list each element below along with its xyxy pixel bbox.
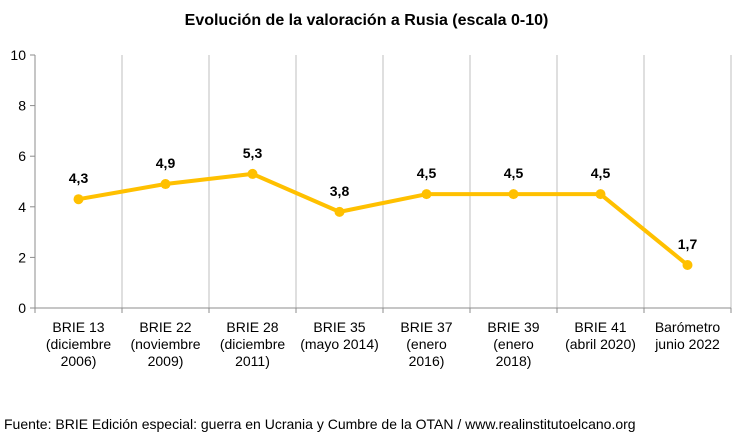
y-tick-label: 0 [18, 300, 26, 316]
y-tick-label: 10 [10, 47, 26, 63]
line-chart: 0 2 4 6 8 10 BRIE 13 (diciembre 2006) BRIE 22 (nov… [10, 47, 732, 369]
data-label: 1,7 [678, 236, 698, 252]
x-tick-label: BRIE 37 (enero 2016) [400, 319, 452, 369]
source-note: Fuente: BRIE Edición especial: guerra en… [4, 416, 636, 432]
x-tick-label: BRIE 28 (diciembre 2011) [220, 319, 286, 369]
data-label: 5,3 [243, 145, 263, 161]
y-tick-label: 8 [18, 98, 26, 114]
data-label: 4,5 [591, 165, 611, 181]
x-tick-label: Barómetro junio 2022 [654, 319, 720, 352]
data-point [247, 168, 258, 179]
x-tick-label: BRIE 35 (mayo 2014) [300, 319, 379, 352]
chart-title: Evolución de la valoración a Rusia (esca… [184, 12, 549, 29]
y-tick-label: 2 [18, 249, 26, 265]
data-point [508, 189, 519, 200]
y-tick-label: 4 [18, 199, 26, 215]
data-point [595, 189, 606, 200]
data-point [73, 194, 84, 205]
data-point [334, 206, 345, 217]
x-tick-label: BRIE 39 (enero 2018) [487, 319, 539, 369]
data-label: 4,3 [69, 170, 89, 186]
data-point [682, 259, 693, 270]
x-tick-label: BRIE 41 (abril 2020) [565, 319, 636, 352]
data-label: 4,5 [417, 165, 437, 181]
data-label: 3,8 [330, 183, 350, 199]
series-line [76, 171, 690, 267]
data-label: 4,5 [504, 165, 524, 181]
y-tick-label: 6 [18, 148, 26, 164]
x-tick-label: BRIE 13 (diciembre 2006) [46, 319, 112, 369]
x-tick-label: BRIE 22 (noviembre 2009) [130, 319, 200, 369]
data-point [160, 179, 171, 190]
data-label: 4,9 [156, 155, 176, 171]
data-point [421, 189, 432, 200]
